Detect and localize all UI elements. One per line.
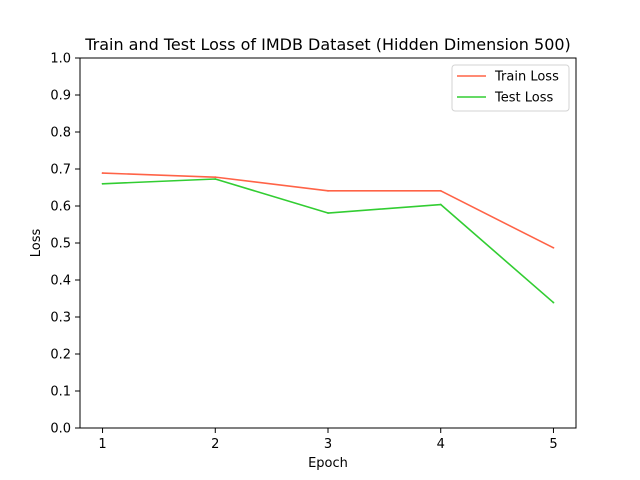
test-loss-line bbox=[102, 178, 554, 304]
test-loss-point bbox=[439, 203, 442, 206]
legend-label-test-loss: Test Loss bbox=[494, 91, 553, 106]
y-tick-label: 0.0 bbox=[50, 422, 71, 437]
y-tick-label: 0.4 bbox=[50, 274, 71, 289]
y-tick-label: 0.9 bbox=[50, 89, 71, 104]
series-layer bbox=[101, 172, 555, 304]
x-tick-label: 4 bbox=[437, 437, 445, 452]
train-loss-point bbox=[101, 172, 104, 174]
y-tick-label: 0.2 bbox=[50, 348, 71, 363]
legend-label-train-loss: Train Loss bbox=[494, 70, 559, 85]
x-axis-label: Epoch bbox=[308, 456, 348, 471]
y-tick-label: 0.3 bbox=[50, 311, 71, 326]
x-tick-label: 2 bbox=[211, 437, 219, 452]
x-axis-ticks: 1 2 3 4 5 bbox=[98, 428, 558, 452]
y-tick-label: 1.0 bbox=[50, 52, 71, 67]
test-loss-point bbox=[101, 182, 104, 185]
train-loss-point bbox=[439, 189, 442, 192]
y-axis-ticks: 0.0 0.1 0.2 0.3 0.4 0.5 0.6 0.7 0.8 0.9 1.0 bbox=[50, 52, 80, 437]
y-tick-label: 0.7 bbox=[50, 163, 71, 178]
x-tick-label: 3 bbox=[324, 437, 332, 452]
x-tick-label: 1 bbox=[98, 437, 106, 452]
train-loss-point bbox=[327, 189, 329, 192]
train-loss-line bbox=[102, 172, 554, 249]
test-loss-point bbox=[327, 212, 329, 214]
train-loss-point bbox=[552, 246, 555, 249]
test-loss-point bbox=[214, 178, 217, 180]
y-tick-label: 0.8 bbox=[50, 126, 71, 141]
chart-title: Train and Test Loss of IMDB Dataset (Hid… bbox=[84, 35, 571, 54]
x-tick-label: 5 bbox=[549, 437, 557, 452]
legend: Train Loss Test Loss bbox=[451, 64, 570, 112]
y-axis-label: Loss bbox=[29, 229, 44, 258]
y-tick-label: 0.5 bbox=[50, 237, 71, 252]
test-loss-point bbox=[552, 301, 555, 304]
y-tick-label: 0.6 bbox=[50, 200, 71, 215]
y-tick-label: 0.1 bbox=[50, 385, 71, 400]
train-loss-point bbox=[214, 176, 217, 179]
plot-area-frame bbox=[79, 57, 577, 429]
